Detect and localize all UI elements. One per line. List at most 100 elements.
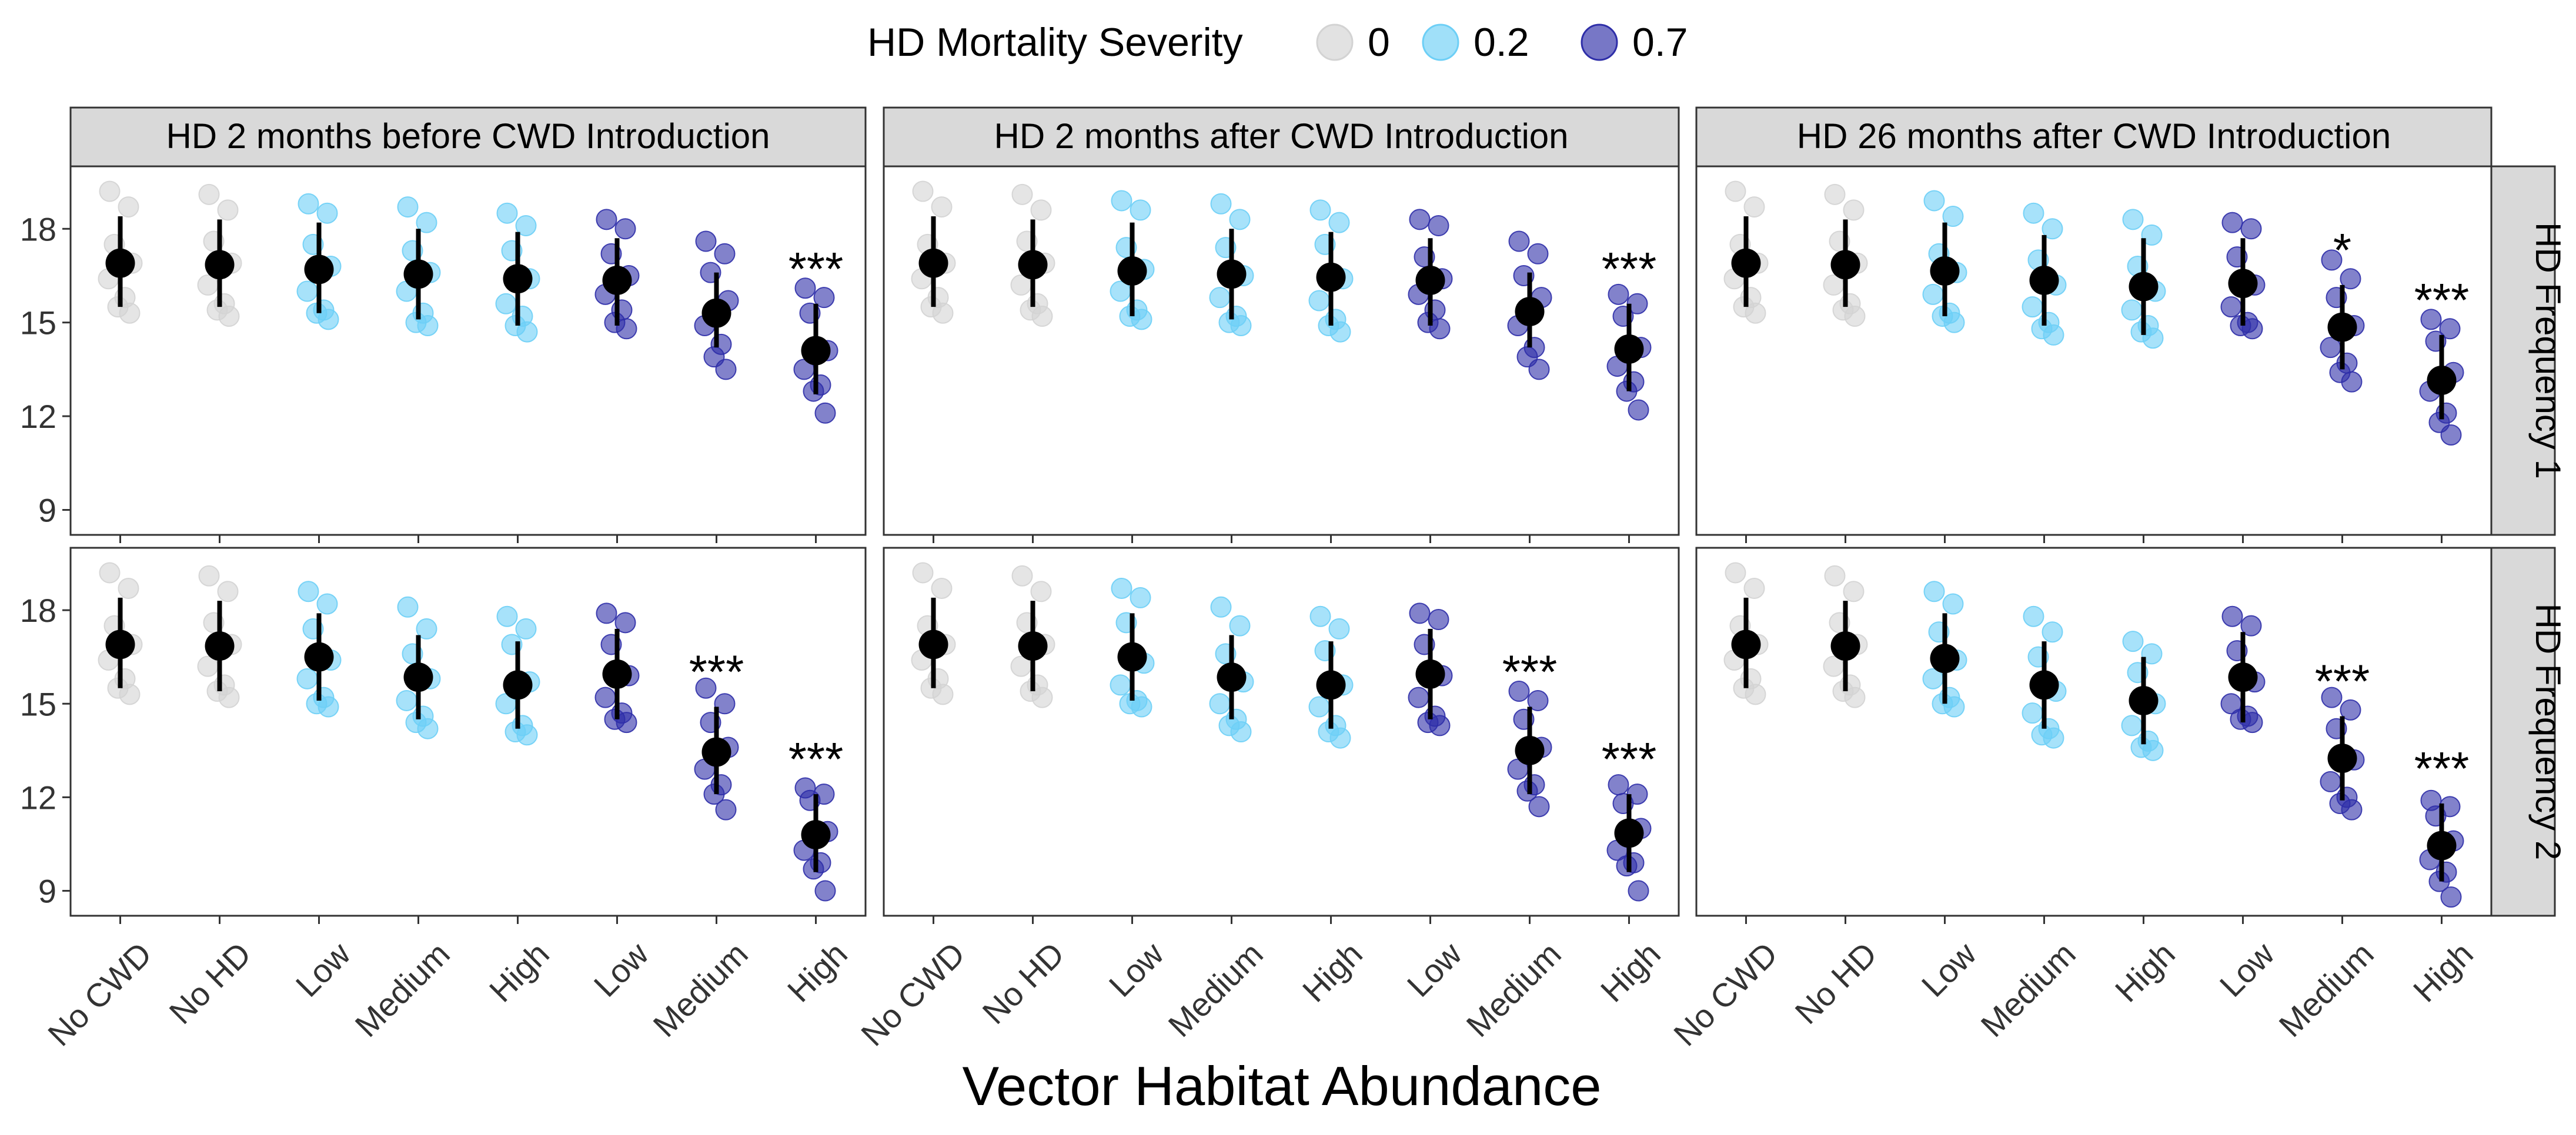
data-point	[1528, 796, 1550, 818]
mean-point	[1018, 631, 1048, 661]
mean-point	[701, 298, 731, 328]
data-point	[417, 314, 439, 336]
mean-point	[2427, 365, 2457, 395]
data-point	[2121, 299, 2143, 321]
data-point	[1130, 587, 1151, 608]
mean-point	[1217, 662, 1247, 692]
data-point	[99, 562, 121, 584]
data-point	[695, 230, 717, 252]
data-point	[2141, 643, 2163, 665]
data-point	[318, 696, 339, 718]
significance-marker: ***	[1602, 243, 1656, 295]
panel-frame	[1695, 165, 2493, 536]
mean-point	[2327, 744, 2357, 774]
data-point	[2320, 771, 2341, 792]
data-point	[417, 718, 439, 739]
data-point	[814, 880, 836, 902]
data-point	[1923, 581, 1945, 602]
data-point	[2439, 318, 2461, 340]
data-point	[1210, 193, 1232, 215]
data-point	[198, 565, 220, 587]
panel-frame	[1695, 547, 2493, 917]
data-point	[1429, 318, 1451, 340]
mean-point	[1614, 818, 1644, 848]
data-point	[296, 280, 318, 302]
mean-point	[801, 336, 831, 366]
mean-point	[1316, 670, 1346, 700]
data-point	[794, 277, 816, 299]
y-tick-label: 12	[20, 779, 56, 816]
data-point	[932, 302, 954, 324]
data-point	[1230, 721, 1252, 742]
data-point	[2141, 224, 2163, 246]
data-point	[1030, 199, 1052, 221]
data-point	[1209, 287, 1231, 309]
data-point	[316, 593, 338, 615]
legend-swatch-0	[1316, 24, 1354, 61]
y-tick-label: 9	[38, 491, 56, 528]
mean-point	[205, 250, 235, 280]
data-point	[1528, 359, 1550, 380]
mean-point	[105, 630, 135, 659]
data-point	[1131, 696, 1152, 718]
data-point	[2221, 212, 2243, 233]
data-point	[1608, 283, 1629, 305]
mean-point	[1415, 659, 1445, 689]
data-point	[715, 359, 737, 380]
mean-point	[1930, 644, 1960, 674]
mean-point	[1731, 630, 1761, 659]
mean-point	[1731, 248, 1761, 278]
data-point	[616, 712, 637, 734]
mean-point	[701, 737, 731, 767]
data-point	[318, 309, 339, 330]
mean-point	[403, 662, 433, 692]
data-point	[596, 602, 617, 624]
data-point	[1409, 602, 1431, 624]
data-point	[912, 562, 934, 584]
mean-point	[1515, 297, 1545, 327]
data-point	[912, 180, 934, 202]
data-point	[218, 687, 240, 708]
mean-point	[918, 248, 948, 278]
mean-point	[2129, 685, 2159, 715]
data-point	[1743, 577, 1765, 599]
mean-point	[1415, 265, 1445, 295]
data-point	[1628, 399, 1649, 421]
significance-marker: ***	[1602, 733, 1656, 785]
significance-marker: ***	[1502, 646, 1557, 698]
mean-point	[2129, 272, 2159, 302]
data-point	[1508, 681, 1530, 702]
data-point	[616, 318, 637, 340]
data-point	[1527, 243, 1549, 265]
data-point	[1824, 183, 1846, 205]
data-point	[1428, 215, 1449, 236]
data-point	[2121, 715, 2143, 736]
data-point	[2321, 687, 2343, 708]
data-point	[198, 183, 220, 205]
panel-frame	[69, 547, 867, 917]
mean-point	[503, 670, 533, 700]
data-point	[2241, 318, 2263, 340]
data-point	[2341, 799, 2363, 821]
significance-marker: ***	[788, 733, 843, 785]
significance-marker: *	[2333, 224, 2351, 276]
data-point	[1844, 687, 1866, 708]
significance-marker: ***	[2414, 274, 2469, 326]
data-point	[516, 321, 538, 343]
y-tick-label: 15	[20, 685, 56, 722]
data-point	[932, 684, 954, 705]
panel-1: ***	[69, 165, 867, 543]
mean-point	[1614, 334, 1644, 364]
data-point	[1329, 727, 1351, 749]
data-point	[931, 577, 953, 599]
significance-marker: ***	[2315, 655, 2370, 707]
data-point	[2240, 615, 2262, 637]
legend-title: HD Mortality Severity	[867, 20, 1243, 65]
mean-point	[602, 659, 632, 689]
legend-swatch-2	[1581, 24, 1618, 61]
panel-frame	[883, 165, 1680, 536]
data-point	[2043, 324, 2064, 346]
row-strip-1	[2490, 165, 2556, 536]
significance-marker: ***	[689, 646, 744, 698]
